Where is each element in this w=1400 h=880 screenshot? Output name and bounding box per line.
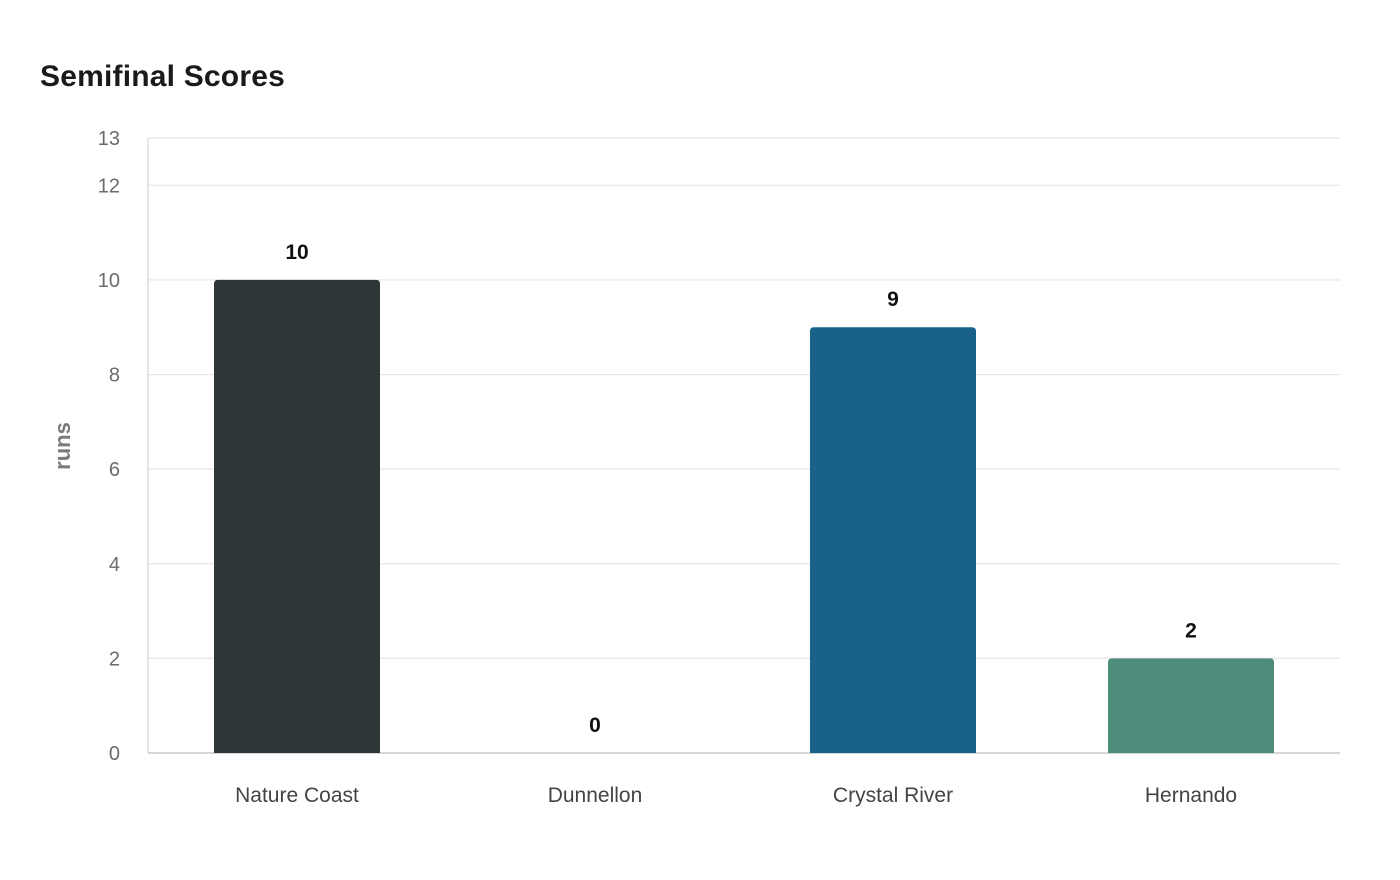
value-label: 10 <box>285 241 308 264</box>
category-label: Crystal River <box>833 784 953 807</box>
value-label: 2 <box>1185 619 1197 642</box>
category-labels: Nature Coast Dunnellon Crystal River Hernan… <box>235 784 1237 807</box>
bars <box>214 279 1274 753</box>
y-tick-label: 13 <box>98 128 120 150</box>
y-tick-label: 8 <box>109 365 120 387</box>
y-tick-label: 2 <box>109 648 120 670</box>
y-tick-labels: 0 2 4 6 8 10 12 13 <box>98 128 120 765</box>
bar-nature-coast <box>214 279 380 753</box>
y-axis-title: runs <box>50 422 75 470</box>
y-tick-label: 12 <box>98 175 120 197</box>
y-tick-label: 10 <box>98 270 120 292</box>
bar-crystal-river <box>810 327 976 753</box>
value-label: 0 <box>589 714 601 737</box>
y-tick-label: 0 <box>109 743 120 765</box>
category-label: Nature Coast <box>235 784 359 807</box>
chart-title: Semifinal Scores <box>40 60 285 93</box>
category-label: Hernando <box>1145 784 1237 807</box>
value-label: 9 <box>887 288 899 311</box>
y-tick-label: 4 <box>109 554 120 576</box>
y-tick-label: 6 <box>109 459 120 481</box>
category-label: Dunnellon <box>548 784 643 807</box>
bar-hernando <box>1108 658 1274 753</box>
value-labels: 10 0 9 2 <box>285 241 1197 737</box>
